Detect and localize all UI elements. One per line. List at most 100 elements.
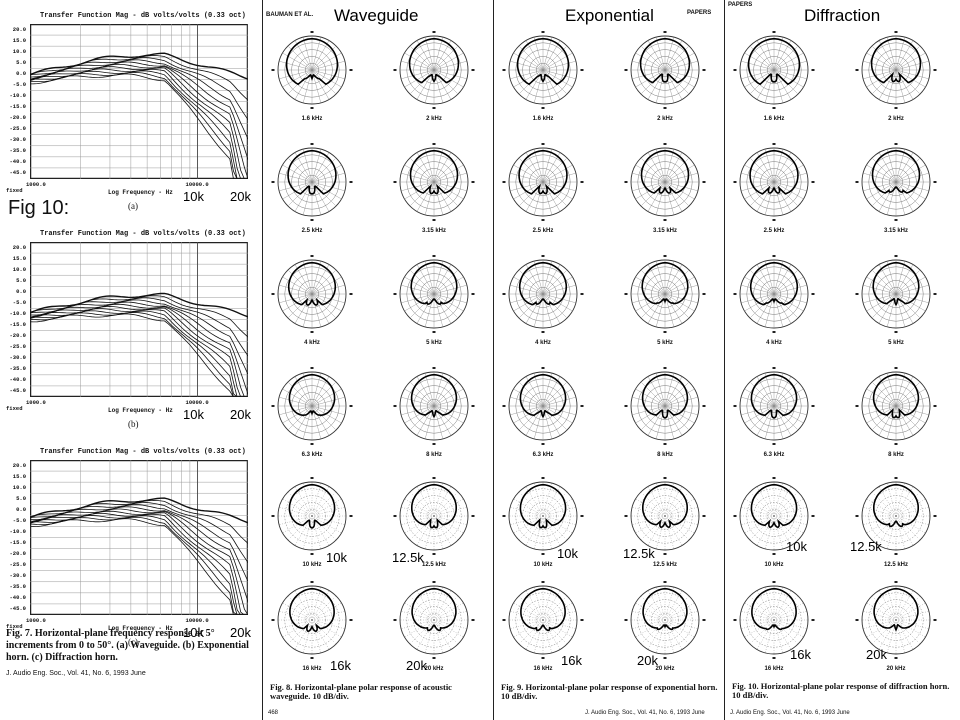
y-tick-label: -5.0 — [12, 80, 26, 88]
y-tick-label: -45.0 — [9, 169, 26, 177]
polar-frequency-label: 2 kHz — [657, 116, 673, 122]
plot-title: Transfer Function Mag - dB volts/volts (… — [40, 12, 246, 20]
polar-frequency-label: 1.6 kHz — [763, 116, 785, 122]
polar-frequency-label: 10 kHz — [302, 562, 322, 568]
polar-frequency-label: 1.6 kHz — [532, 116, 554, 122]
fig-label: Fig 10: — [8, 197, 70, 219]
frequency-annotation: 20k — [637, 653, 658, 668]
polar-plot — [624, 581, 706, 659]
polar-plot — [502, 255, 584, 333]
polar-plot — [502, 581, 584, 659]
plot-title: Transfer Function Mag - dB volts/volts (… — [40, 448, 246, 456]
frequency-plot — [30, 242, 248, 397]
x-axis-label: Log Frequency - Hz — [108, 407, 173, 414]
polar-plot — [733, 143, 815, 221]
polar-frequency-label: 20 kHz — [424, 666, 444, 672]
polar-plot — [855, 581, 937, 659]
y-tick-label: -25.0 — [9, 125, 26, 133]
x-tick-label: 1000.0 — [26, 617, 46, 624]
frequency-annotation: 16k — [790, 647, 811, 662]
y-tick-label: -40.0 — [9, 376, 26, 384]
y-tick-label: 15.0 — [12, 254, 26, 262]
polar-frequency-label: 4 kHz — [535, 340, 551, 346]
polar-frequency-label: 6.3 kHz — [301, 452, 323, 458]
fig7-caption: Fig. 7. Horizontal-plane frequency respo… — [6, 628, 249, 663]
polar-frequency-label: 2 kHz — [888, 116, 904, 122]
page-footer: 468 — [268, 710, 279, 716]
page-header: BAUMAN ET AL. — [266, 12, 314, 18]
polar-frequency-label: 5 kHz — [888, 340, 904, 346]
polar-frequency-label: 16 kHz — [302, 666, 322, 672]
frequency-annotation: 12.5k — [392, 550, 424, 565]
figure-caption: Fig. 8. Horizontal-plane polar response … — [270, 682, 452, 701]
frequency-annotation: 10k — [183, 625, 204, 640]
y-tick-label: -5.0 — [12, 298, 26, 306]
y-tick-label: -35.0 — [9, 365, 26, 373]
y-tick-label: -15.0 — [9, 321, 26, 329]
frequency-annotation: 10k — [183, 407, 204, 422]
divider-2 — [493, 0, 494, 720]
y-tick-label: -30.0 — [9, 354, 26, 362]
y-tick-label: -40.0 — [9, 594, 26, 602]
polar-plot — [271, 143, 353, 221]
y-tick-label: -10.0 — [9, 91, 26, 99]
frequency-plot — [30, 24, 248, 179]
plot-sublabel: (c) — [128, 637, 138, 647]
polar-frequency-label: 12.5 kHz — [421, 562, 447, 568]
y-tick-label: 15.0 — [12, 36, 26, 44]
polar-plot — [393, 255, 475, 333]
polar-frequency-label: 20 kHz — [655, 666, 675, 672]
polar-frequency-label: 2 kHz — [426, 116, 442, 122]
x-tick-label: 10000.0 — [185, 399, 209, 406]
y-tick-label: -30.0 — [9, 136, 26, 144]
polar-frequency-label: 10 kHz — [533, 562, 553, 568]
polar-frequency-label: 16 kHz — [533, 666, 553, 672]
y-tick-label: -30.0 — [9, 572, 26, 580]
y-tick-label: 10.0 — [12, 47, 26, 55]
y-tick-label: -20.0 — [9, 550, 26, 558]
polar-frequency-label: 8 kHz — [657, 452, 673, 458]
polar-plot — [393, 143, 475, 221]
polar-plot — [733, 477, 815, 555]
column-heading: Exponential — [565, 6, 654, 25]
polar-frequency-label: 1.6 kHz — [301, 116, 323, 122]
polar-frequency-label: 3.15 kHz — [883, 228, 909, 234]
frequency-annotation: 20k — [230, 189, 251, 204]
y-tick-label: -40.0 — [9, 158, 26, 166]
divider-3 — [724, 0, 725, 720]
frequency-annotation: 10k — [557, 546, 578, 561]
polar-plot — [393, 31, 475, 109]
y-tick-label: 5.0 — [16, 58, 26, 66]
polar-frequency-label: 3.15 kHz — [652, 228, 678, 234]
y-tick-label: 10.0 — [12, 483, 26, 491]
polar-frequency-label: 6.3 kHz — [763, 452, 785, 458]
column-heading: Waveguide — [334, 6, 419, 25]
polar-frequency-label: 2.5 kHz — [532, 228, 554, 234]
polar-frequency-label: 3.15 kHz — [421, 228, 447, 234]
polar-plot — [624, 367, 706, 445]
figure-caption: Fig. 9. Horizontal-plane polar response … — [501, 682, 718, 701]
polar-plot — [624, 143, 706, 221]
y-tick-label: 10.0 — [12, 265, 26, 273]
polar-frequency-label: 5 kHz — [426, 340, 442, 346]
frequency-annotation: 20k — [406, 658, 427, 673]
frequency-annotation: 16k — [330, 658, 351, 673]
polar-plot — [271, 255, 353, 333]
frequency-annotation: 16k — [561, 653, 582, 668]
y-tick-label: -20.0 — [9, 332, 26, 340]
y-tick-label: -45.0 — [9, 387, 26, 395]
y-tick-label: -10.0 — [9, 309, 26, 317]
frequency-annotation: 20k — [230, 625, 251, 640]
polar-plot — [502, 143, 584, 221]
polar-plot — [733, 367, 815, 445]
y-tick-label: -35.0 — [9, 583, 26, 591]
y-tick-label: -25.0 — [9, 561, 26, 569]
x-axis-label: Log Frequency - Hz — [108, 625, 173, 632]
figure-caption: Fig. 10. Horizontal-plane polar response… — [732, 681, 950, 700]
polar-plot — [855, 143, 937, 221]
polar-plot — [393, 581, 475, 659]
polar-frequency-label: 4 kHz — [766, 340, 782, 346]
y-tick-label: 0.0 — [16, 505, 26, 513]
fig7-journal: J. Audio Eng. Soc., Vol. 41, No. 6, 1993… — [6, 670, 146, 677]
frequency-annotation: 12.5k — [850, 539, 882, 554]
